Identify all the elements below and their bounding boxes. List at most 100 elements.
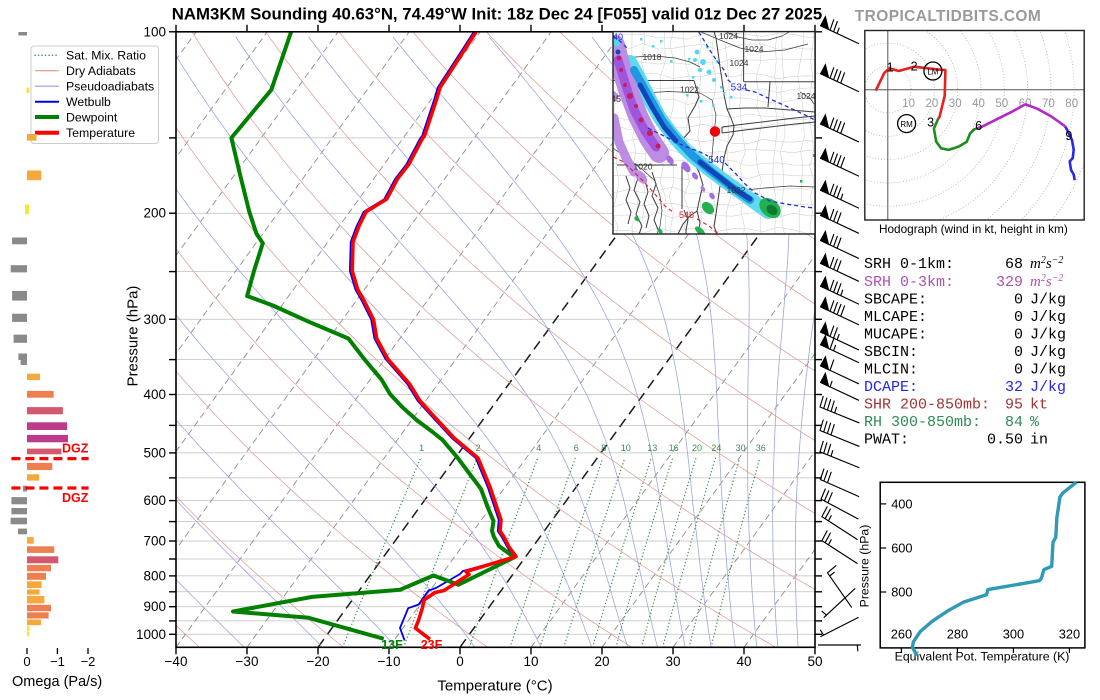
svg-text:kt: kt	[1030, 397, 1048, 414]
svg-text:10: 10	[902, 98, 915, 110]
svg-text:50: 50	[807, 654, 822, 669]
svg-text:10: 10	[523, 654, 538, 669]
svg-text:534: 534	[731, 83, 748, 94]
svg-text:80: 80	[1065, 98, 1078, 110]
svg-text:J/kg: J/kg	[1030, 362, 1066, 379]
svg-text:0: 0	[1014, 291, 1023, 308]
svg-text:0: 0	[1014, 362, 1023, 379]
svg-text:8: 8	[601, 443, 606, 453]
svg-text:2: 2	[911, 60, 918, 74]
svg-text:DGZ: DGZ	[62, 442, 89, 456]
svg-text:9: 9	[1065, 129, 1072, 143]
svg-text:6: 6	[975, 119, 982, 133]
svg-text:%: %	[1030, 414, 1040, 431]
svg-text:23F: 23F	[421, 638, 443, 652]
svg-text:TROPICALTIDBITS.COM: TROPICALTIDBITS.COM	[855, 8, 1041, 25]
svg-text:280: 280	[947, 627, 968, 642]
svg-text:329: 329	[996, 274, 1023, 291]
svg-text:1022: 1022	[680, 85, 699, 95]
svg-text:6: 6	[574, 443, 579, 453]
svg-text:RH 300-850mb:: RH 300-850mb:	[864, 414, 981, 431]
svg-text:13F: 13F	[381, 638, 403, 652]
svg-text:70: 70	[1042, 98, 1055, 110]
svg-text:0: 0	[456, 654, 464, 669]
svg-text:50: 50	[995, 98, 1008, 110]
svg-text:0.50: 0.50	[987, 432, 1023, 449]
svg-text:−10: −10	[378, 654, 401, 669]
svg-text:NAM3KM Sounding 40.63°N, 74.49: NAM3KM Sounding 40.63°N, 74.49°W Init: 1…	[172, 5, 822, 24]
svg-text:Temperature: Temperature	[66, 126, 135, 140]
svg-text:0: 0	[23, 654, 30, 669]
svg-text:Pressure (hPa): Pressure (hPa)	[125, 286, 142, 387]
svg-text:30: 30	[949, 98, 962, 110]
svg-text:500: 500	[143, 445, 166, 460]
svg-text:SRH 0-3km:: SRH 0-3km:	[864, 274, 954, 291]
svg-text:100: 100	[143, 24, 166, 39]
svg-text:20: 20	[926, 98, 939, 110]
svg-text:Temperature (°C): Temperature (°C)	[437, 678, 552, 695]
svg-text:320: 320	[1059, 627, 1080, 642]
svg-text:40: 40	[736, 654, 751, 669]
svg-text:95: 95	[1005, 397, 1023, 414]
svg-text:−30: −30	[236, 654, 259, 669]
svg-text:1024: 1024	[797, 91, 816, 101]
svg-text:40: 40	[972, 98, 985, 110]
svg-text:Sat. Mix. Ratio: Sat. Mix. Ratio	[66, 49, 146, 63]
svg-text:45: 45	[611, 94, 621, 104]
svg-text:0: 0	[1014, 309, 1023, 326]
svg-text:−20: −20	[307, 654, 330, 669]
svg-text:900: 900	[143, 599, 166, 614]
svg-text:3: 3	[927, 116, 934, 130]
svg-text:0: 0	[1014, 344, 1023, 361]
svg-text:MUCAPE:: MUCAPE:	[864, 326, 927, 343]
svg-text:SRH 0-1km:: SRH 0-1km:	[864, 256, 954, 273]
svg-text:546: 546	[679, 210, 694, 220]
svg-text:−1: −1	[50, 654, 65, 669]
svg-text:−2: −2	[81, 654, 96, 669]
svg-text:13: 13	[647, 443, 657, 453]
svg-text:Pseudoadiabats: Pseudoadiabats	[66, 79, 154, 93]
svg-text:4: 4	[536, 443, 541, 453]
svg-text:PWAT:: PWAT:	[864, 432, 909, 449]
svg-text:10: 10	[621, 443, 631, 453]
svg-text:J/kg: J/kg	[1030, 344, 1066, 361]
svg-text:DCAPE:: DCAPE:	[864, 379, 918, 396]
svg-text:32: 32	[1005, 379, 1023, 396]
svg-text:540: 540	[708, 155, 725, 166]
svg-text:Pressure (hPa): Pressure (hPa)	[858, 525, 872, 608]
svg-text:J/kg: J/kg	[1030, 379, 1066, 396]
svg-text:1: 1	[887, 61, 894, 75]
svg-text:0: 0	[1014, 326, 1023, 343]
svg-text:Dry Adiabats: Dry Adiabats	[66, 64, 136, 78]
svg-text:700: 700	[143, 534, 166, 549]
svg-text:84: 84	[1005, 414, 1023, 431]
svg-text:20: 20	[692, 443, 702, 453]
svg-text:1022: 1022	[727, 185, 746, 195]
svg-text:J/kg: J/kg	[1030, 291, 1066, 308]
svg-text:1024: 1024	[730, 58, 749, 68]
svg-text:1020: 1020	[634, 162, 653, 172]
svg-text:Wetbulb: Wetbulb	[66, 95, 111, 109]
svg-text:200: 200	[143, 206, 166, 221]
svg-text:Equivalent Pot. Temperature (K: Equivalent Pot. Temperature (K)	[895, 650, 1070, 664]
svg-text:in: in	[1030, 432, 1048, 449]
svg-text:260: 260	[891, 627, 912, 642]
svg-text:1000: 1000	[136, 627, 166, 642]
svg-text:1018: 1018	[643, 52, 662, 62]
svg-text:J/kg: J/kg	[1030, 326, 1066, 343]
svg-text:400: 400	[143, 387, 166, 402]
svg-text:MLCIN:: MLCIN:	[864, 362, 918, 379]
svg-text:68: 68	[1005, 256, 1023, 273]
svg-text:300: 300	[1003, 627, 1024, 642]
svg-text:2: 2	[476, 443, 481, 453]
svg-text:30: 30	[736, 443, 746, 453]
svg-text:SBCAPE:: SBCAPE:	[864, 291, 927, 308]
svg-text:−40: −40	[165, 654, 188, 669]
svg-text:Omega (Pa/s): Omega (Pa/s)	[12, 674, 102, 690]
svg-text:36: 36	[756, 443, 766, 453]
svg-text:300: 300	[143, 312, 166, 327]
svg-text:800: 800	[891, 585, 912, 600]
svg-text:800: 800	[143, 568, 166, 583]
svg-text:J/kg: J/kg	[1030, 309, 1066, 326]
svg-text:600: 600	[143, 493, 166, 508]
